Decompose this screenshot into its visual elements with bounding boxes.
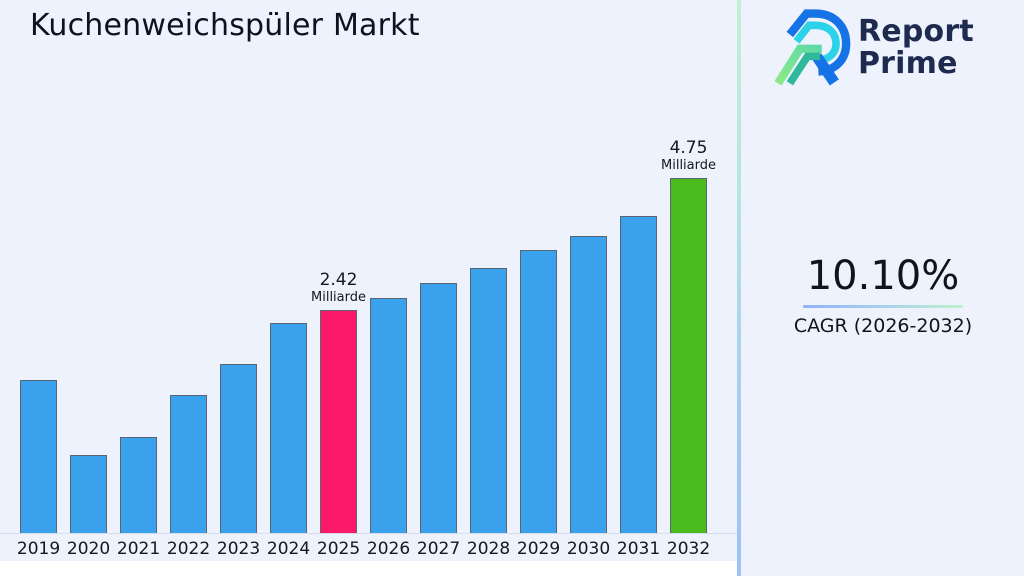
x-axis-label-cell: 2029 [516, 539, 561, 559]
x-axis-label-cell: 2020 [66, 539, 111, 559]
bar-column-2026 [370, 298, 407, 533]
cagr-label: CAGR (2026-2032) [793, 315, 973, 337]
bar-column-2028 [470, 268, 507, 533]
x-axis-label-2024: 2024 [266, 539, 311, 559]
annotation-value: 4.75 [669, 138, 708, 158]
bar-2030 [570, 236, 607, 533]
bar-annotation-2032: 4.75 Milliarde [661, 138, 716, 173]
bar-column-2032: 4.75 Milliarde [661, 138, 716, 533]
x-axis-label-cell: 2027 [416, 539, 461, 559]
cagr-value: 10.10% [806, 253, 960, 299]
brand-logo: Report Prime [768, 6, 974, 90]
bottom-strip [0, 561, 737, 576]
bar-2032 [670, 178, 707, 533]
x-axis-label-cell: 2022 [166, 539, 211, 559]
bar-column-2024 [270, 323, 307, 533]
bar-chart: 2.42 Milliarde 4.75 Milliarde [20, 138, 716, 533]
brand-name: Report Prime [858, 16, 974, 80]
x-axis-label-2026: 2026 [366, 539, 411, 559]
cagr-underline [803, 305, 963, 308]
x-axis-label-cell: 2032 [666, 539, 711, 559]
bar-2026 [370, 298, 407, 533]
bar-2031 [620, 216, 657, 533]
brand-name-line1: Report [858, 14, 974, 49]
bar-2029 [520, 250, 557, 533]
x-axis-label-cell: 2024 [266, 539, 311, 559]
x-axis-label-cell: 2023 [216, 539, 261, 559]
page-title: Kuchenweichspüler Markt [30, 8, 420, 43]
annotation-unit: Milliarde [661, 158, 716, 173]
x-axis-label-2019: 2019 [16, 539, 61, 559]
x-axis-label-2021: 2021 [116, 539, 161, 559]
bar-column-2023 [220, 364, 257, 533]
x-axis-label-cell: 2031 [616, 539, 661, 559]
bar-2022 [170, 395, 207, 533]
x-axis-label-cell: 2028 [466, 539, 511, 559]
bar-2028 [470, 268, 507, 533]
bar-column-2021 [120, 437, 157, 533]
bar-2024 [270, 323, 307, 533]
bar-column-2027 [420, 283, 457, 533]
bar-column-2019 [20, 380, 57, 533]
x-axis-label-2020: 2020 [66, 539, 111, 559]
bar-2020 [70, 455, 107, 533]
x-axis-label-2031: 2031 [616, 539, 661, 559]
x-axis-label-cell: 2019 [16, 539, 61, 559]
bar-column-2031 [620, 216, 657, 533]
x-axis-labels: 2019 2020 2021 2022 2023 2024 2025 2026 2027 2028… [16, 539, 711, 559]
cagr-block: 10.10% CAGR (2026-2032) [788, 252, 978, 337]
report-prime-r-mark-icon [774, 9, 851, 86]
bar-column-2030 [570, 236, 607, 533]
bar-column-2020 [70, 455, 107, 533]
x-axis-line [0, 533, 737, 534]
bar-column-2025: 2.42 Milliarde [311, 270, 366, 533]
brand-name-line2: Prime [858, 46, 958, 81]
bar-2027 [420, 283, 457, 533]
annotation-unit: Milliarde [311, 290, 366, 305]
vertical-divider [737, 0, 741, 576]
x-axis-label-cell: 2021 [116, 539, 161, 559]
x-axis-label-2023: 2023 [216, 539, 261, 559]
x-axis-label-2030: 2030 [566, 539, 611, 559]
x-axis-label-2029: 2029 [516, 539, 561, 559]
x-axis-label-2025: 2025 [316, 539, 361, 559]
x-axis-label-2028: 2028 [466, 539, 511, 559]
x-axis-label-cell: 2025 [316, 539, 361, 559]
annotation-value: 2.42 [319, 270, 358, 290]
x-axis-label-cell: 2026 [366, 539, 411, 559]
x-axis-label-2022: 2022 [166, 539, 211, 559]
bar-annotation-2025: 2.42 Milliarde [311, 270, 366, 305]
bar-2025 [320, 310, 357, 533]
x-axis-label-cell: 2030 [566, 539, 611, 559]
bar-column-2029 [520, 250, 557, 533]
bar-2023 [220, 364, 257, 533]
x-axis-label-2032: 2032 [666, 539, 711, 559]
x-axis-label-2027: 2027 [416, 539, 461, 559]
bar-2021 [120, 437, 157, 533]
bar-2019 [20, 380, 57, 533]
bar-column-2022 [170, 395, 207, 533]
